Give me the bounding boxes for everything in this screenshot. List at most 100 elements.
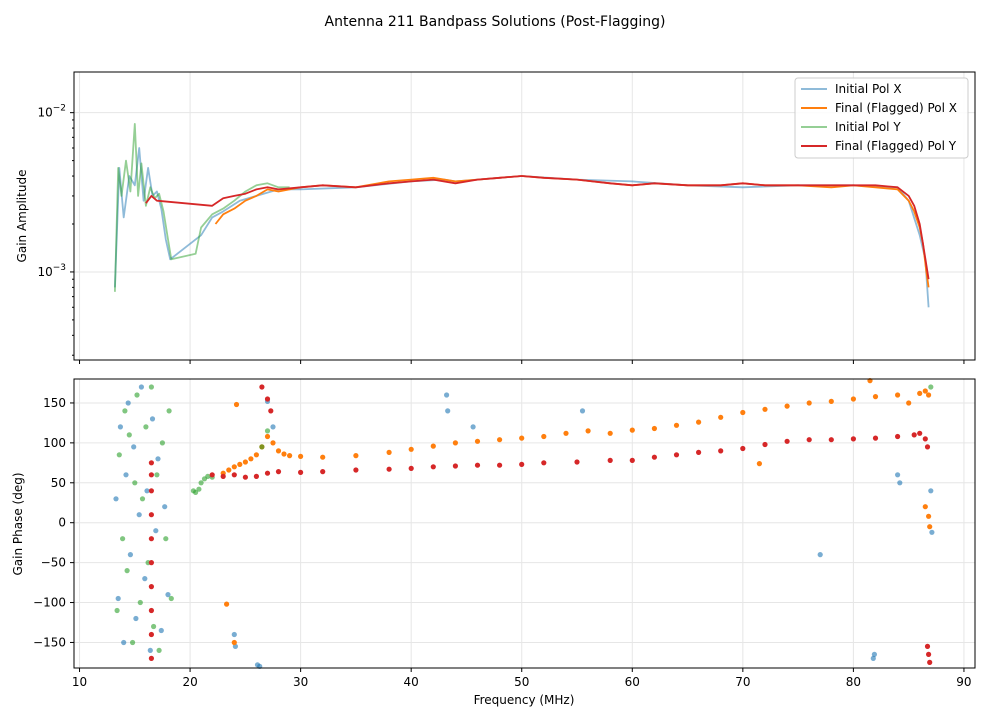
- point-final-flagged-pol-x: [231, 639, 237, 646]
- point-initial-pol-x: [579, 408, 586, 414]
- point-final-flagged-pol-y: [148, 607, 154, 614]
- point-final-flagged-pol-x: [497, 437, 503, 443]
- point-final-flagged-pol-x: [784, 403, 790, 409]
- point-final-flagged-pol-y: [926, 651, 932, 658]
- point-final-flagged-pol-y: [408, 465, 414, 471]
- point-final-flagged-pol-x: [474, 438, 481, 444]
- phase-xtick-label: 40: [404, 675, 419, 689]
- point-final-flagged-pol-x: [895, 392, 901, 398]
- point-final-flagged-pol-x: [452, 440, 458, 446]
- point-initial-pol-y: [139, 496, 146, 502]
- point-initial-pol-y: [193, 489, 199, 495]
- point-initial-pol-x: [871, 651, 878, 658]
- point-initial-pol-x: [133, 615, 139, 622]
- point-initial-pol-y: [124, 568, 130, 574]
- point-final-flagged-pol-x: [926, 392, 932, 398]
- phase-xlabel: Frequency (MHz): [474, 693, 575, 707]
- point-initial-pol-y: [116, 452, 122, 458]
- point-final-flagged-pol-y: [148, 472, 154, 478]
- point-initial-pol-y: [198, 480, 204, 486]
- phase-grid: [74, 379, 975, 668]
- point-final-flagged-pol-y: [872, 435, 879, 441]
- point-initial-pol-y: [168, 595, 174, 602]
- point-final-flagged-pol-y: [275, 469, 282, 475]
- point-initial-pol-y: [159, 440, 165, 446]
- point-initial-pol-x: [928, 488, 934, 494]
- point-final-flagged-pol-y: [924, 643, 931, 650]
- point-final-flagged-pol-x: [386, 449, 392, 455]
- point-initial-pol-y: [928, 384, 934, 390]
- point-initial-pol-y: [134, 392, 140, 398]
- point-final-flagged-pol-x: [270, 440, 276, 446]
- point-final-flagged-pol-y: [298, 469, 304, 475]
- point-final-flagged-pol-y: [148, 488, 154, 494]
- point-initial-pol-x: [162, 504, 168, 510]
- legend-label-final-pol-x: Final (Flagged) Pol X: [835, 101, 957, 115]
- point-initial-pol-y: [137, 599, 143, 606]
- point-initial-pol-x: [897, 480, 903, 486]
- point-final-flagged-pol-x: [673, 422, 680, 428]
- point-final-flagged-pol-x: [264, 433, 271, 440]
- point-final-flagged-pol-y: [924, 444, 931, 450]
- amplitude-ylabel: Gain Amplitude: [15, 170, 29, 263]
- point-initial-pol-x: [470, 424, 476, 430]
- legend: Initial Pol X Final (Flagged) Pol X Init…: [794, 77, 969, 159]
- point-final-flagged-pol-y: [209, 472, 215, 478]
- point-final-flagged-pol-y: [386, 466, 392, 472]
- phase-ytick-label: −50: [41, 556, 66, 570]
- point-initial-pol-x: [115, 595, 121, 602]
- point-initial-pol-x: [870, 655, 876, 662]
- point-final-flagged-pol-x: [320, 454, 326, 460]
- point-initial-pol-x: [117, 424, 123, 430]
- point-final-flagged-pol-x: [872, 394, 879, 400]
- point-initial-pol-y: [120, 536, 126, 542]
- point-final-flagged-pol-y: [651, 454, 658, 460]
- point-final-flagged-pol-y: [148, 584, 154, 590]
- point-final-flagged-pol-y: [242, 474, 248, 480]
- point-final-flagged-pol-x: [922, 388, 928, 394]
- point-final-flagged-pol-x: [922, 504, 928, 510]
- point-final-flagged-pol-x: [281, 451, 287, 457]
- line-final-flagged-pol-y: [145, 175, 930, 280]
- point-initial-pol-y: [259, 444, 265, 450]
- phase-xtick-label: 30: [293, 675, 308, 689]
- amplitude-plot-lines: [114, 123, 930, 308]
- point-final-flagged-pol-x: [828, 398, 834, 404]
- point-final-flagged-pol-y: [148, 512, 154, 518]
- point-final-flagged-pol-y: [895, 433, 901, 440]
- legend-label-initial-pol-y: Initial Pol Y: [835, 120, 901, 134]
- point-initial-pol-x: [131, 444, 137, 450]
- phase-xtick-label: 70: [735, 675, 750, 689]
- point-final-flagged-pol-x: [430, 443, 436, 449]
- point-initial-pol-y: [114, 607, 120, 614]
- point-initial-pol-x: [155, 456, 161, 462]
- figure-title: Antenna 211 Bandpass Solutions (Post-Fla…: [325, 14, 666, 30]
- point-final-flagged-pol-y: [607, 457, 613, 463]
- point-final-flagged-pol-x: [253, 452, 259, 458]
- point-final-flagged-pol-y: [452, 463, 458, 469]
- point-final-flagged-pol-y: [574, 459, 580, 465]
- point-initial-pol-x: [121, 639, 127, 646]
- point-final-flagged-pol-y: [629, 457, 635, 463]
- point-final-flagged-pol-x: [287, 453, 293, 459]
- phase-ytick-label: 150: [43, 396, 66, 410]
- point-final-flagged-pol-x: [917, 390, 923, 396]
- point-final-flagged-pol-x: [226, 467, 232, 473]
- amplitude-ticks: 10−310−2: [37, 104, 965, 364]
- point-final-flagged-pol-y: [911, 432, 917, 438]
- point-initial-pol-x: [158, 627, 164, 634]
- point-final-flagged-pol-y: [828, 437, 834, 443]
- point-final-flagged-pol-x: [762, 406, 768, 412]
- point-final-flagged-pol-y: [264, 470, 271, 476]
- point-initial-pol-x: [232, 643, 238, 650]
- line-initial-pol-y: [114, 123, 290, 292]
- point-final-flagged-pol-y: [253, 473, 259, 479]
- point-initial-pol-y: [156, 647, 162, 654]
- point-initial-pol-x: [113, 496, 119, 502]
- point-initial-pol-x: [929, 529, 935, 535]
- point-final-flagged-pol-x: [224, 601, 230, 607]
- amplitude-ytick-exponent: −2: [53, 104, 66, 114]
- point-final-flagged-pol-x: [906, 400, 912, 406]
- point-final-flagged-pol-y: [927, 659, 933, 666]
